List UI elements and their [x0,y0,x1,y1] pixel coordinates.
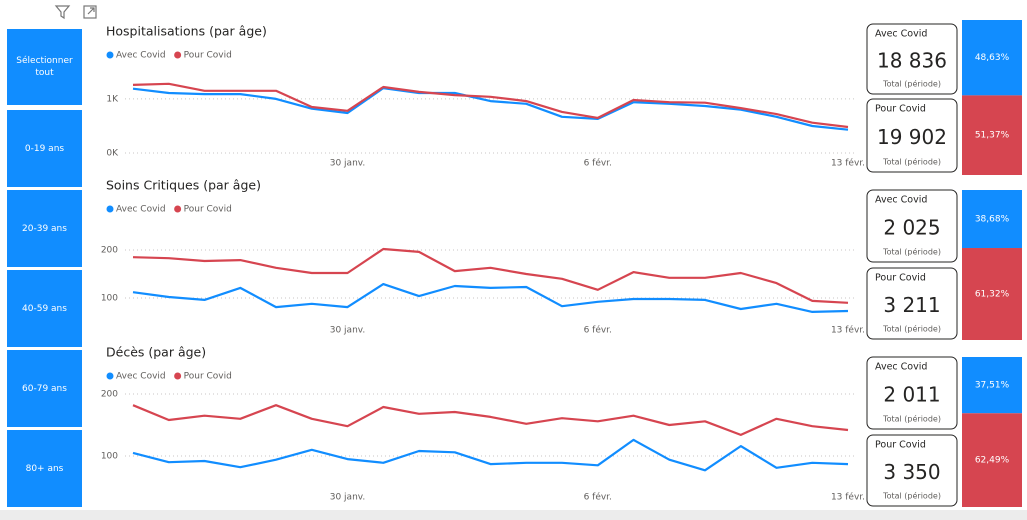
x-tick-label: 6 févr. [584,158,612,169]
y-tick-label: 100 [101,294,118,304]
legend-label: Avec Covid [116,205,166,215]
x-tick-label: 30 janv. [330,326,366,336]
legend-label: Pour Covid [184,372,232,382]
card-title: Avec Covid [875,195,927,206]
card-value: 18 836 [877,49,947,73]
slicer-button-bg [7,190,82,267]
share-bar [962,20,1022,96]
slicer-label: 60-79 ans [22,384,67,394]
x-tick-label: 6 févr. [584,325,612,336]
card [866,189,958,263]
slicer-button-bg [7,270,82,347]
slicer-label: 0-19 ans [25,144,65,154]
slicer-button-bg [7,430,82,507]
card-value: 3 350 [883,460,940,484]
x-tick-label: 13 févr. [831,492,865,503]
chart-title: Hospitalisations (par âge) [106,24,267,39]
legend-marker [174,205,182,213]
series-line [132,82,849,129]
card-title: Avec Covid [875,29,927,40]
card-value: 2 025 [883,216,940,240]
x-tick-label: 13 févr. [831,158,865,169]
card-caption: Total (période) [882,157,941,167]
slicer-label-line: tout [35,68,54,78]
slicer-label: 20-39 ans [22,224,67,234]
slicer-button[interactable]: 40-59 ans [7,270,82,347]
chart-title: Décès (par âge) [106,345,206,360]
slicer-button[interactable]: 60-79 ans [7,350,82,427]
series-line [132,438,849,472]
card [866,23,958,95]
chart-title: Soins Critiques (par âge) [106,178,261,193]
card-caption: Total (période) [882,79,941,89]
legend-marker [106,372,114,380]
focus-icon[interactable] [83,5,97,19]
share-label: 37,51% [975,381,1010,391]
card-title: Pour Covid [875,273,926,284]
slicer-label: 80+ ans [26,464,64,474]
card-title: Pour Covid [875,104,926,115]
y-tick-label: 1K [106,94,119,104]
series-line [132,404,849,436]
slicer-button[interactable]: 0-19 ans [7,110,82,187]
card [866,434,958,507]
share-bar [962,357,1022,414]
legend-label: Avec Covid [116,372,166,382]
slicer-button[interactable]: 80+ ans [7,430,82,507]
card-caption: Total (période) [882,414,941,424]
slicer-button[interactable]: 20-39 ans [7,190,82,267]
y-tick-label: 0K [106,149,119,159]
x-tick-label: 30 janv. [330,159,366,169]
legend-label: Pour Covid [184,205,232,215]
card-caption: Total (période) [882,324,941,334]
filter-shape [54,5,71,20]
slicer-label-line: Sélectionner [16,55,73,66]
focus-arrow [87,7,95,15]
card-title: Avec Covid [875,362,927,373]
share-bar [962,190,1022,249]
legend-label: Avec Covid [116,51,166,61]
card-value: 19 902 [877,125,947,149]
slicer-button-bg [7,110,82,187]
series-line [132,283,849,313]
series-line [132,247,849,304]
share-label: 38,68% [975,215,1010,225]
x-tick-label: 13 févr. [831,325,865,336]
slicer-button[interactable]: Sélectionner tout [7,29,82,105]
y-tick-label: 200 [101,246,118,256]
card-caption: Total (période) [882,491,941,501]
share-label: 61,32% [975,290,1010,300]
x-tick-label: 6 févr. [584,492,612,503]
legend-marker [174,372,182,380]
share-label: 48,63% [975,53,1010,63]
share-bar [962,413,1022,507]
slicer-button-bg [7,29,82,105]
bottom-bar [0,510,1027,520]
card-caption: Total (période) [882,247,941,257]
share-label: 51,37% [975,131,1010,141]
card [866,98,958,173]
filter-icon[interactable] [54,5,71,20]
share-bar [962,95,1022,175]
card-value: 3 211 [883,293,940,317]
y-tick-label: 100 [101,452,118,462]
legend-marker [106,205,114,213]
share-label: 62,49% [975,456,1010,466]
y-tick-label: 200 [101,390,118,400]
card [866,267,958,340]
slicer-button-bg [7,350,82,427]
legend-marker [106,51,114,59]
card-value: 2 011 [883,383,940,407]
card [866,356,958,430]
legend-label: Pour Covid [184,51,232,61]
legend-marker [174,51,182,59]
slicer-label: 40-59 ans [22,304,67,314]
card-title: Pour Covid [875,440,926,451]
focus-shape [83,5,97,19]
share-bar [962,248,1022,340]
series-line [132,87,849,131]
slicer-label: Sélectionner tout [16,55,73,78]
x-tick-label: 30 janv. [330,493,366,503]
